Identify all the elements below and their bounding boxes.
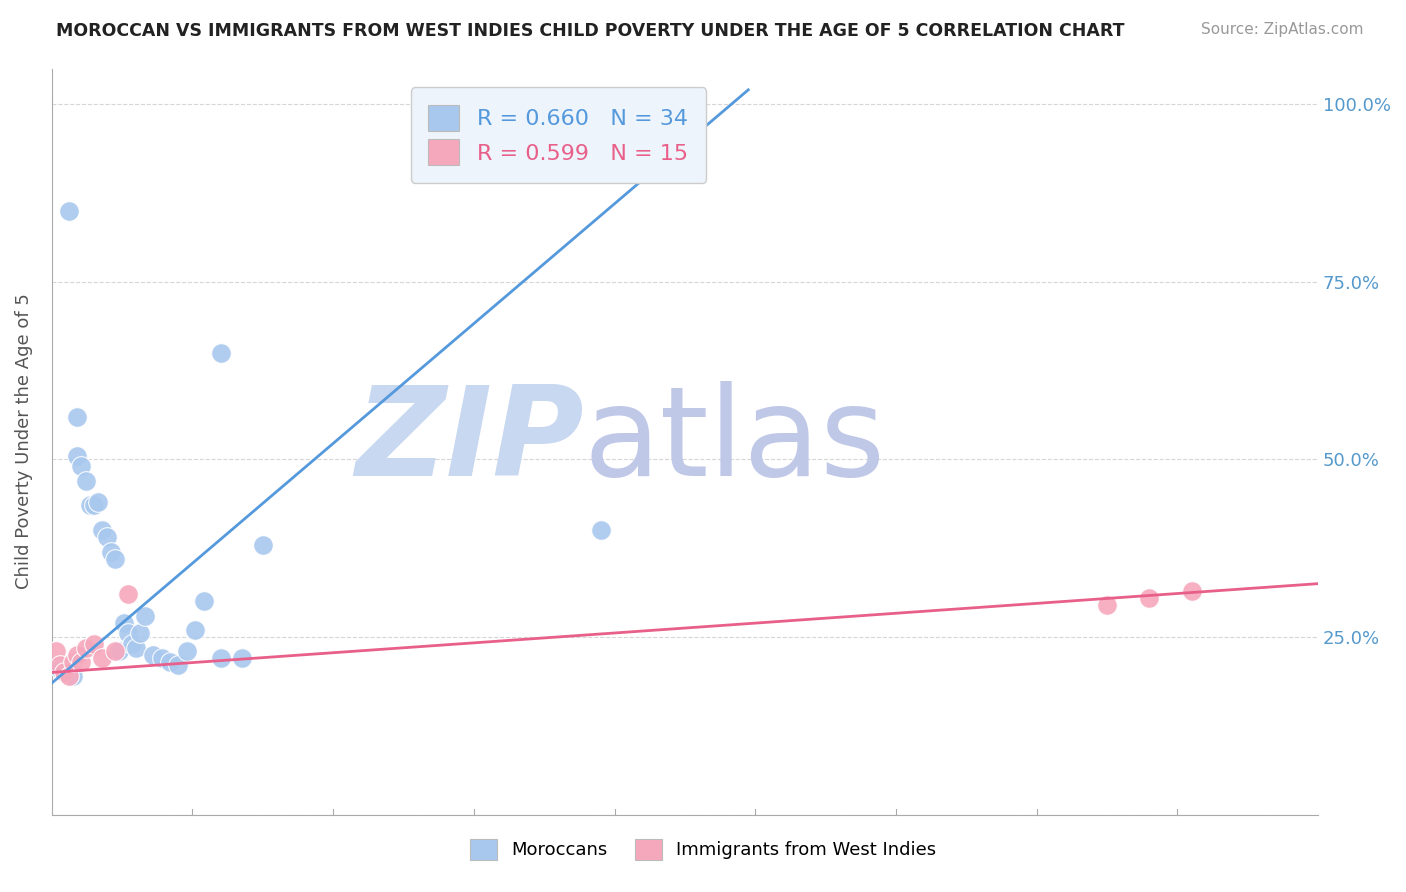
Y-axis label: Child Poverty Under the Age of 5: Child Poverty Under the Age of 5 bbox=[15, 293, 32, 590]
Point bbox=[53, 665, 76, 680]
Point bbox=[53, 665, 76, 680]
Point bbox=[159, 655, 181, 669]
Point bbox=[134, 608, 156, 623]
Point bbox=[589, 524, 612, 538]
Point bbox=[58, 669, 80, 683]
Point bbox=[184, 623, 207, 637]
Point bbox=[96, 531, 118, 545]
Point bbox=[83, 499, 105, 513]
Point bbox=[1137, 591, 1160, 605]
Point bbox=[112, 615, 135, 630]
Point bbox=[150, 651, 173, 665]
Point bbox=[100, 544, 122, 558]
Point bbox=[209, 345, 232, 359]
Point bbox=[252, 537, 274, 551]
Legend: R = 0.660   N = 34, R = 0.599   N = 15: R = 0.660 N = 34, R = 0.599 N = 15 bbox=[411, 87, 706, 183]
Point bbox=[1095, 598, 1118, 612]
Point bbox=[83, 637, 105, 651]
Point bbox=[75, 640, 97, 655]
Point bbox=[176, 644, 198, 658]
Text: MOROCCAN VS IMMIGRANTS FROM WEST INDIES CHILD POVERTY UNDER THE AGE OF 5 CORRELA: MOROCCAN VS IMMIGRANTS FROM WEST INDIES … bbox=[56, 22, 1125, 40]
Point bbox=[87, 495, 110, 509]
Point bbox=[66, 648, 89, 662]
Point bbox=[79, 499, 101, 513]
Point bbox=[70, 655, 93, 669]
Point bbox=[66, 449, 89, 463]
Point bbox=[117, 626, 139, 640]
Point bbox=[117, 587, 139, 601]
Point bbox=[231, 651, 253, 665]
Legend: Moroccans, Immigrants from West Indies: Moroccans, Immigrants from West Indies bbox=[456, 824, 950, 874]
Point bbox=[58, 203, 80, 218]
Point bbox=[70, 459, 93, 474]
Point bbox=[91, 651, 114, 665]
Point bbox=[193, 594, 215, 608]
Text: ZIP: ZIP bbox=[354, 381, 583, 502]
Point bbox=[125, 640, 148, 655]
Point bbox=[209, 651, 232, 665]
Point bbox=[121, 637, 143, 651]
Point bbox=[129, 626, 152, 640]
Point bbox=[49, 662, 72, 676]
Point bbox=[108, 644, 131, 658]
Point bbox=[62, 669, 84, 683]
Point bbox=[142, 648, 165, 662]
Text: atlas: atlas bbox=[583, 381, 886, 502]
Point bbox=[75, 474, 97, 488]
Point bbox=[45, 644, 67, 658]
Point bbox=[1180, 583, 1202, 598]
Point bbox=[62, 655, 84, 669]
Point bbox=[104, 644, 127, 658]
Point bbox=[91, 524, 114, 538]
Text: Source: ZipAtlas.com: Source: ZipAtlas.com bbox=[1201, 22, 1364, 37]
Point bbox=[49, 658, 72, 673]
Point bbox=[104, 551, 127, 566]
Point bbox=[66, 409, 89, 424]
Point bbox=[167, 658, 190, 673]
